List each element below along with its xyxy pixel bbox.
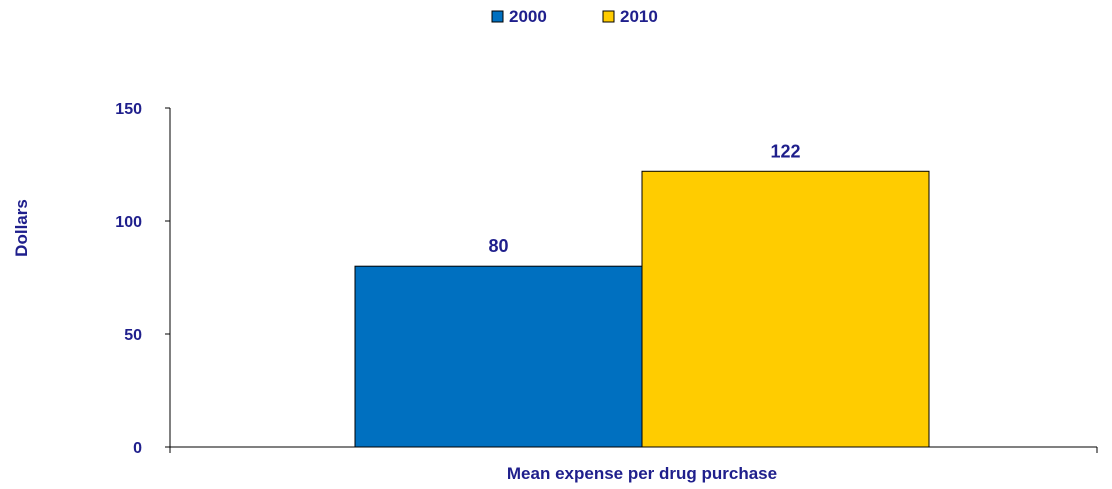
bars	[354, 170, 930, 448]
legend-label-2000: 2000	[509, 7, 547, 26]
y-axis: 0 50 100 150	[115, 101, 171, 457]
y-tick-label: 50	[124, 327, 142, 344]
legend-swatch-2010	[602, 10, 615, 23]
data-labels: 80 122	[488, 141, 800, 256]
legend: 2000 2010	[491, 7, 658, 26]
legend-swatch-2000	[491, 10, 504, 23]
x-axis-title: Mean expense per drug purchase	[507, 464, 777, 483]
y-tick-label: 150	[115, 101, 142, 118]
bar-2000	[354, 265, 643, 448]
y-tick-label: 100	[115, 214, 142, 231]
data-label-2000: 80	[488, 236, 508, 256]
bar-2010	[641, 170, 930, 448]
y-tick-label: 0	[133, 440, 142, 457]
y-axis-title: Dollars	[12, 199, 31, 257]
data-label-2010: 122	[770, 141, 800, 161]
legend-label-2010: 2010	[620, 7, 658, 26]
x-axis	[169, 446, 1098, 453]
